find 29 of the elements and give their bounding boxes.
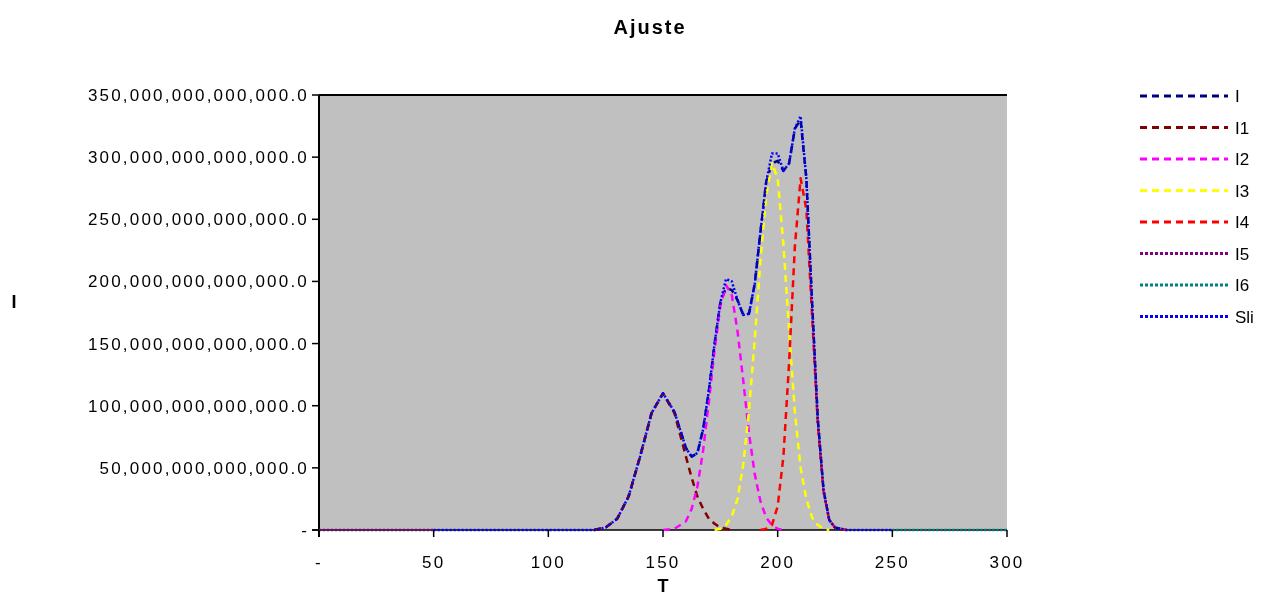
text: I2	[1235, 150, 1250, 169]
text: I6	[1235, 276, 1250, 295]
x-tick-label: 300	[989, 553, 1025, 572]
y-tick-label: 150,000,000,000,000.0	[87, 334, 309, 354]
x-tick-label: 250	[874, 553, 910, 572]
text: I	[1235, 87, 1240, 106]
y-axis-title: I	[11, 292, 17, 312]
x-tick-label: 100	[530, 553, 566, 572]
x-tick-label: 50	[422, 553, 446, 572]
y-tick-label: 200,000,000,000,000.0	[87, 272, 309, 292]
chart-title: Ajuste	[613, 16, 687, 38]
y-tick-label: -	[301, 521, 309, 540]
x-tick-label: -	[315, 553, 323, 572]
y-tick-label: 100,000,000,000,000.0	[87, 396, 309, 416]
text: Sli	[1235, 307, 1254, 327]
text: I3	[1235, 181, 1250, 201]
y-tick-label: 50,000,000,000,000.0	[99, 458, 309, 478]
x-tick-label: 150	[645, 553, 681, 572]
y-tick-label: 300,000,000,000,000.0	[87, 148, 309, 168]
line-series	[713, 162, 831, 532]
y-tick-label: 250,000,000,000,000.0	[87, 210, 309, 230]
x-tick-label: 200	[760, 553, 796, 572]
line-series	[661, 283, 785, 532]
text: I5	[1235, 244, 1250, 264]
x-axis-title: T	[657, 576, 669, 596]
text: I1	[1235, 118, 1250, 138]
text: I4	[1235, 213, 1250, 232]
line-series	[759, 177, 848, 532]
y-tick-label: 350,000,000,000,000.0	[87, 86, 309, 105]
